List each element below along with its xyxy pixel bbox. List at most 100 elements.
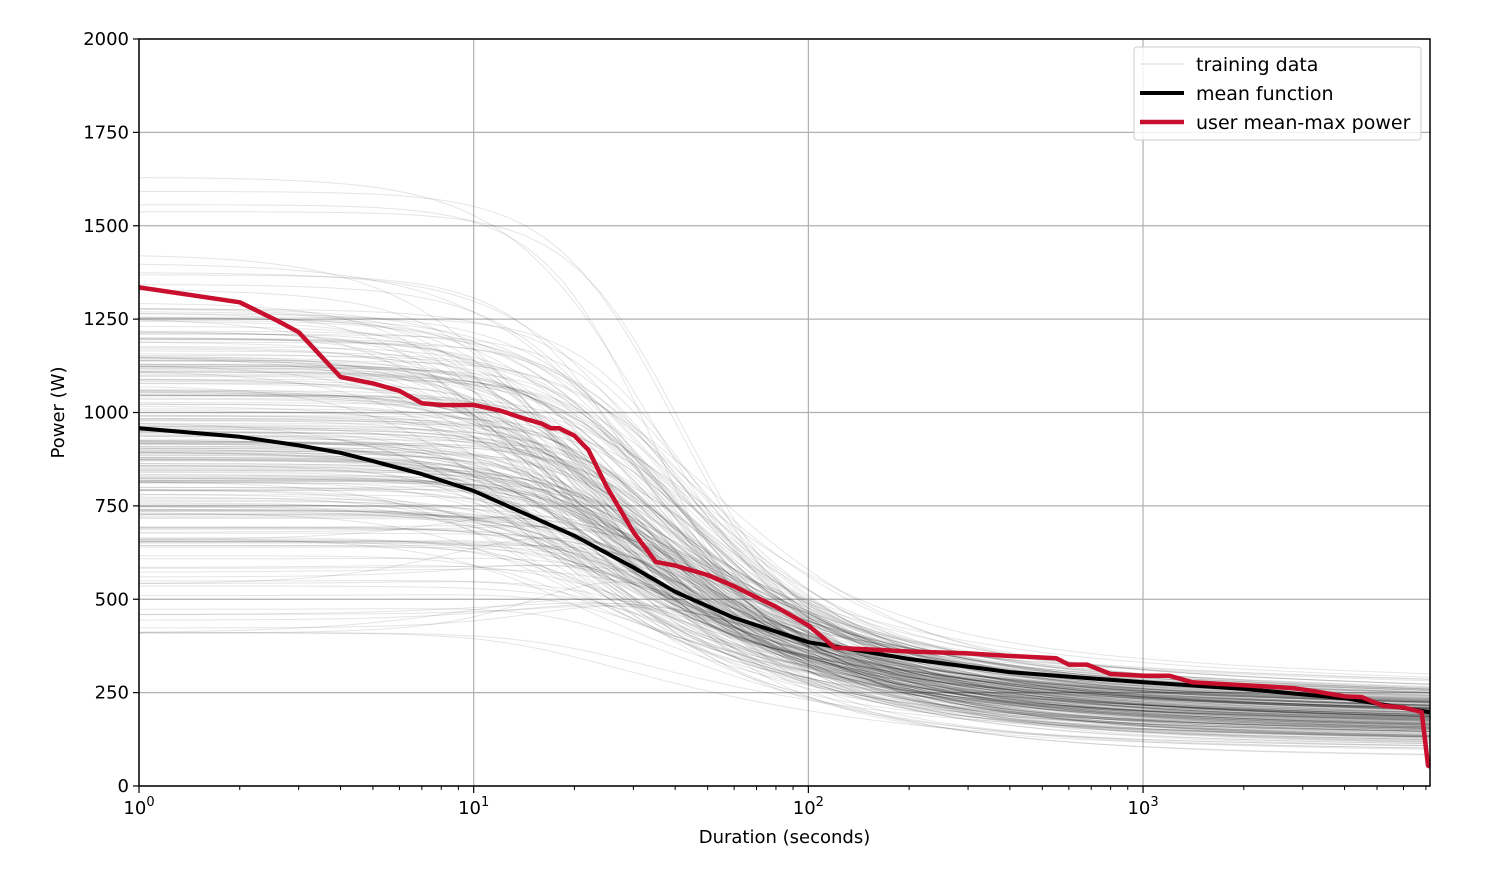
- training-data-curve: [138, 440, 1431, 733]
- training-data-curve: [138, 481, 1431, 747]
- training-data-curve: [139, 435, 1431, 739]
- training-data-curve: [139, 464, 1431, 702]
- training-data-curve: [139, 429, 1431, 710]
- training-data-curve: [138, 177, 1431, 716]
- training-data-curve: [139, 383, 1431, 720]
- training-data-curve: [139, 489, 1431, 742]
- training-data-curve: [138, 394, 1431, 717]
- y-tick-label: 750: [95, 496, 129, 517]
- training-data-curve: [138, 452, 1431, 735]
- training-data-curve: [138, 568, 1431, 703]
- training-data-curve: [138, 303, 1431, 710]
- training-data-curve: [139, 463, 1431, 699]
- training-data-curve: [139, 478, 1431, 743]
- training-data-curve: [139, 526, 1431, 732]
- training-data-curve: [139, 537, 1431, 706]
- training-data-curve: [139, 393, 1431, 737]
- training-data-curve: [138, 371, 1431, 728]
- mean-function-line: [138, 426, 1431, 715]
- training-data-curve: [138, 440, 1431, 715]
- training-data-curve: [139, 403, 1431, 702]
- training-data-curve: [138, 512, 1431, 719]
- training-data-curve: [139, 284, 1431, 708]
- training-data-curve: [138, 386, 1431, 716]
- training-data-curve: [139, 445, 1431, 732]
- training-data-curve: [139, 459, 1431, 725]
- training-data-curve: [139, 440, 1431, 729]
- training-data-curve: [139, 330, 1431, 718]
- training-data-curve: [138, 308, 1431, 690]
- training-data-curve: [138, 380, 1431, 731]
- training-data-curve: [138, 435, 1431, 718]
- training-data-curve: [138, 341, 1431, 726]
- training-data-curve: [139, 430, 1431, 720]
- training-data-curve: [139, 513, 1431, 718]
- training-data-curve: [139, 371, 1431, 719]
- training-data-curve: [139, 375, 1431, 703]
- training-data-curve: [139, 449, 1431, 718]
- training-data-curve: [139, 459, 1431, 726]
- y-tick-label: 1000: [83, 403, 129, 424]
- training-data-curve: [139, 443, 1431, 700]
- x-tick-label: 102: [793, 795, 824, 819]
- training-data-curve: [139, 557, 1431, 732]
- training-data-curve: [139, 415, 1431, 685]
- training-data-curve: [139, 540, 1431, 728]
- y-tick-label: 250: [95, 683, 129, 704]
- training-data-curve: [139, 365, 1431, 729]
- training-data-curve: [139, 514, 1431, 706]
- training-data-curve: [139, 369, 1431, 706]
- training-data-curve: [139, 447, 1431, 710]
- training-data-curve: [139, 500, 1431, 740]
- training-data-curve: [139, 442, 1431, 725]
- training-data-curve: [138, 528, 1431, 723]
- training-data-curve: [139, 513, 1431, 732]
- training-data-curve: [139, 527, 1431, 755]
- training-data-curve: [138, 360, 1431, 704]
- training-data-curve: [139, 442, 1431, 707]
- training-data-curve: [139, 355, 1431, 736]
- training-data-curve: [138, 434, 1431, 717]
- x-tick-label: 100: [123, 795, 154, 819]
- training-data-curve: [139, 605, 1431, 734]
- training-data-curve: [138, 493, 1431, 716]
- training-data-curve: [138, 465, 1431, 719]
- x-tick-label-base: 10: [793, 798, 816, 819]
- training-data-curve: [139, 546, 1431, 728]
- training-data-curve: [139, 585, 1431, 724]
- training-data-curve: [139, 632, 1431, 747]
- training-data-curve: [139, 471, 1431, 715]
- training-data-curve: [138, 389, 1431, 721]
- training-data-curve: [139, 419, 1431, 745]
- training-data-curve: [139, 394, 1431, 702]
- training-data-curve: [138, 390, 1431, 703]
- training-data-curve: [138, 319, 1431, 728]
- training-data-curve: [139, 316, 1431, 713]
- training-data-curve: [139, 542, 1431, 736]
- training-data-curve: [139, 494, 1431, 726]
- training-data-curve: [139, 478, 1431, 718]
- training-data-curve: [138, 481, 1431, 709]
- training-data-curve: [139, 274, 1431, 700]
- training-data-curve: [139, 524, 1431, 706]
- training-data-curve: [139, 466, 1431, 701]
- training-data-curve: [138, 378, 1431, 737]
- user-mean-max-power-line: [138, 285, 1432, 769]
- training-data-curve: [139, 317, 1431, 731]
- training-data-curve: [139, 511, 1431, 717]
- training-data-curve: [138, 499, 1431, 703]
- training-data-curve: [138, 316, 1431, 685]
- legend-label-training-data: training data: [1196, 54, 1318, 76]
- training-data-curve: [139, 457, 1431, 717]
- training-data-curve: [138, 448, 1431, 714]
- training-data-curve: [138, 347, 1431, 725]
- training-data-curve: [139, 460, 1431, 710]
- training-data-curve: [139, 538, 1431, 703]
- y-axis-label: Power (W): [48, 367, 69, 459]
- training-data-curve: [139, 425, 1431, 705]
- training-data-curve: [139, 382, 1431, 739]
- x-tick-label: 103: [1127, 795, 1158, 819]
- x-axis-label: Duration (seconds): [699, 827, 871, 848]
- training-data-curve: [138, 394, 1431, 738]
